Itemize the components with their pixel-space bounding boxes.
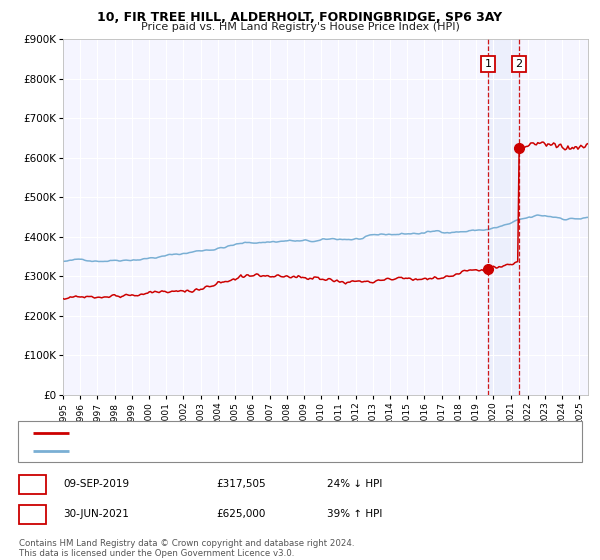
Bar <box>488 39 519 395</box>
Text: £317,505: £317,505 <box>216 479 266 489</box>
Text: 30-JUN-2021: 30-JUN-2021 <box>63 509 129 519</box>
Text: Contains HM Land Registry data © Crown copyright and database right 2024.
This d: Contains HM Land Registry data © Crown c… <box>19 539 355 558</box>
Text: 1: 1 <box>29 479 36 489</box>
Text: 39% ↑ HPI: 39% ↑ HPI <box>327 509 382 519</box>
Text: 1: 1 <box>484 59 491 69</box>
Text: 24% ↓ HPI: 24% ↓ HPI <box>327 479 382 489</box>
Text: 09-SEP-2019: 09-SEP-2019 <box>63 479 129 489</box>
Text: £625,000: £625,000 <box>216 509 265 519</box>
Text: Price paid vs. HM Land Registry's House Price Index (HPI): Price paid vs. HM Land Registry's House … <box>140 22 460 32</box>
Text: HPI: Average price, detached house, Dorset: HPI: Average price, detached house, Dors… <box>76 446 290 455</box>
Text: 10, FIR TREE HILL, ALDERHOLT, FORDINGBRIDGE, SP6 3AY: 10, FIR TREE HILL, ALDERHOLT, FORDINGBRI… <box>97 11 503 24</box>
Text: 10, FIR TREE HILL, ALDERHOLT, FORDINGBRIDGE, SP6 3AY (detached house): 10, FIR TREE HILL, ALDERHOLT, FORDINGBRI… <box>76 428 451 437</box>
Text: 2: 2 <box>515 59 523 69</box>
Text: 2: 2 <box>29 509 36 519</box>
